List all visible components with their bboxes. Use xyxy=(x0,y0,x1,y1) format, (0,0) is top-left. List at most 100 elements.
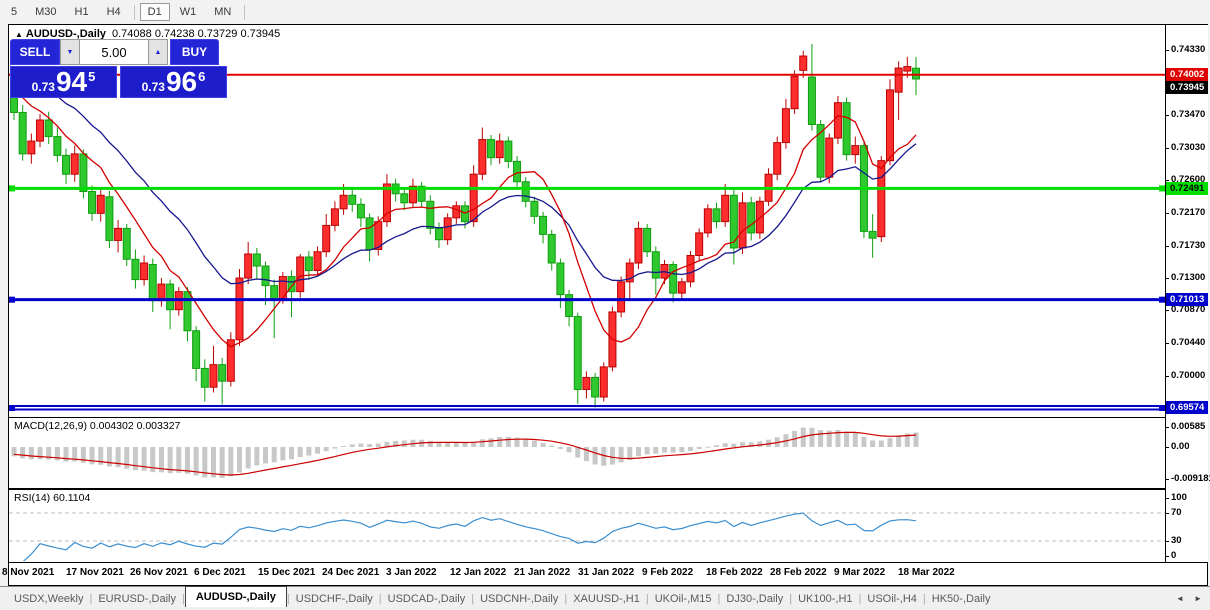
date-axis-label: 24 Dec 2021 xyxy=(322,567,380,578)
date-axis-label: 3 Jan 2022 xyxy=(386,567,437,578)
macd-histogram-bar xyxy=(236,447,242,473)
macd-histogram-bar xyxy=(20,447,26,459)
timeframe-button-d1[interactable]: D1 xyxy=(139,3,170,21)
macd-histogram-bar xyxy=(72,447,78,462)
price-axis-tick: 0.71730 xyxy=(1166,240,1205,252)
buy-button[interactable]: BUY xyxy=(170,39,219,65)
volume-increase-button[interactable]: ▲ xyxy=(148,39,168,65)
macd-histogram-bar xyxy=(740,442,746,447)
candle xyxy=(495,140,504,159)
macd-histogram-bar xyxy=(11,447,17,457)
chart-tab-usdchf-daily[interactable]: USDCHF-,Daily xyxy=(295,592,373,605)
macd-histogram-bar xyxy=(115,447,121,468)
buy-price-prefix: 0.73 xyxy=(141,80,165,94)
macd-histogram-bar xyxy=(627,447,633,460)
macd-histogram-bar xyxy=(800,427,806,447)
hline-anchor xyxy=(9,404,15,411)
tab-separator: | xyxy=(286,592,290,605)
candle xyxy=(192,330,201,369)
chart-tab-audusd-daily[interactable]: AUDUSD-,Daily xyxy=(184,586,287,607)
one-click-trading-panel: SELL ▼ ▲ BUY 0.73 94 5 0.73 96 6 xyxy=(10,39,231,99)
rsi-panel xyxy=(9,512,1165,561)
candle xyxy=(330,208,339,226)
date-axis-label: 21 Jan 2022 xyxy=(514,567,571,578)
timeframe-button-5[interactable]: 5 xyxy=(11,6,18,18)
candle xyxy=(226,339,235,382)
candle xyxy=(44,119,53,138)
candle xyxy=(348,194,357,205)
macd-histogram-bar xyxy=(37,447,43,460)
candle xyxy=(252,253,261,267)
buy-price-pipette: 6 xyxy=(198,69,206,84)
candle xyxy=(773,142,782,175)
candle xyxy=(677,281,686,294)
tab-scroll-arrows[interactable]: ◄ ► xyxy=(1175,594,1206,603)
tab-separator: | xyxy=(645,592,649,605)
chart-tab-usdcad-daily[interactable]: USDCAD-,Daily xyxy=(387,592,466,605)
candle xyxy=(625,262,634,283)
macd-histogram-bar xyxy=(722,443,728,447)
timeframe-button-h1[interactable]: H1 xyxy=(74,6,89,18)
candle xyxy=(747,202,756,234)
macd-rsi-splitter[interactable] xyxy=(9,488,1207,490)
candle xyxy=(296,256,305,293)
macd-histogram-bar xyxy=(315,447,321,454)
chart-tab-hk50-daily[interactable]: HK50-,Daily xyxy=(931,592,991,605)
candle xyxy=(287,276,296,293)
volume-decrease-button[interactable]: ▼ xyxy=(60,39,80,65)
candle xyxy=(322,224,331,253)
chart-collapse-icon[interactable]: ▲ xyxy=(15,30,23,39)
candle xyxy=(157,283,166,302)
date-axis-label: 9 Mar 2022 xyxy=(834,567,886,578)
candle xyxy=(738,202,747,249)
chart-tab-uk100-h1[interactable]: UK100-,H1 xyxy=(798,592,853,605)
rsi-value: 60.1104 xyxy=(53,492,91,504)
sell-button[interactable]: SELL xyxy=(10,39,60,65)
chart-tab-usdx-weekly[interactable]: USDX,Weekly xyxy=(14,592,84,605)
candle xyxy=(313,251,322,272)
candle xyxy=(565,294,574,317)
candle xyxy=(868,230,877,239)
candle xyxy=(911,67,920,80)
macd-histogram-bar xyxy=(904,433,910,447)
buy-price-display[interactable]: 0.73 96 6 xyxy=(120,66,227,98)
macd-histogram-bar xyxy=(202,447,208,478)
candle xyxy=(504,140,513,162)
price-axis-tick: 0.72600 xyxy=(1166,174,1205,186)
chart-tab-ukoil-m15[interactable]: UKOil-,M15 xyxy=(654,592,712,605)
rsi-label: RSI(14) 60.1104 xyxy=(14,492,90,504)
timeframe-button-m30[interactable]: M30 xyxy=(35,6,57,18)
chart-symbol-label: AUDUSD-,Daily xyxy=(25,28,106,40)
timeframe-toolbar: 5 M30 H1 H4 D1 W1 MN xyxy=(0,0,1210,24)
macd-histogram-bar xyxy=(98,447,104,465)
sell-price-prefix: 0.73 xyxy=(31,80,55,94)
tab-separator: | xyxy=(717,592,721,605)
date-axis-label: 18 Mar 2022 xyxy=(898,567,955,578)
chart-tab-dj30-daily[interactable]: DJ30-,Daily xyxy=(726,592,784,605)
buy-price-big-digits: 96 xyxy=(165,66,198,97)
chart-tab-usdcnh-daily[interactable]: USDCNH-,Daily xyxy=(480,592,559,605)
macd-histogram-bar xyxy=(575,447,581,458)
volume-input[interactable] xyxy=(80,39,148,65)
candle xyxy=(400,193,409,204)
date-axis-label: 9 Feb 2022 xyxy=(642,567,694,578)
macd-histogram-bar xyxy=(696,447,702,450)
macd-histogram-bar xyxy=(228,447,234,477)
timeframe-button-h4[interactable]: H4 xyxy=(106,6,121,18)
chart-tab-xauusd-h1[interactable]: XAUUSD-,H1 xyxy=(573,592,640,605)
macd-histogram-bar xyxy=(453,442,459,447)
timeframe-button-mn[interactable]: MN xyxy=(214,6,232,18)
chart-tab-usoil-h4[interactable]: USOil-,H4 xyxy=(867,592,917,605)
macd-histogram-bar xyxy=(384,441,390,447)
macd-histogram-bar xyxy=(106,447,112,467)
sell-price-big-digits: 94 xyxy=(55,66,88,97)
candle xyxy=(825,137,834,178)
candle xyxy=(356,203,365,219)
sell-price-display[interactable]: 0.73 94 5 xyxy=(10,66,117,98)
chart-tab-eurusd-daily[interactable]: EURUSD-,Daily xyxy=(98,592,176,605)
macd-values: 0.004302 0.003327 xyxy=(89,420,181,432)
timeframe-button-w1[interactable]: W1 xyxy=(179,6,197,18)
main-macd-splitter[interactable] xyxy=(9,417,1207,418)
macd-histogram-bar xyxy=(323,447,329,452)
macd-histogram-bar xyxy=(28,447,34,460)
